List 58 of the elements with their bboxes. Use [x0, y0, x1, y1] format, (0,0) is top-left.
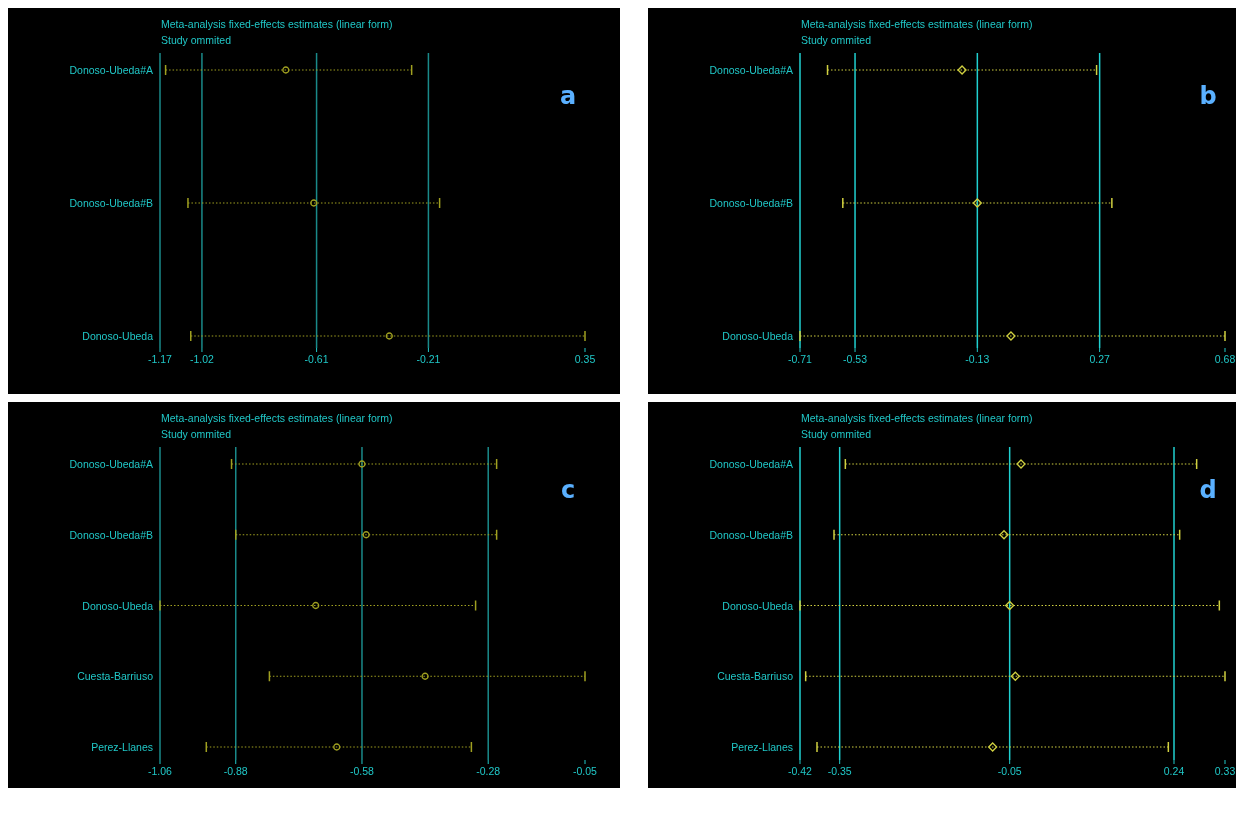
chart-subtitle: Study ommited — [161, 428, 232, 440]
annotation: b — [1199, 82, 1217, 110]
annotation: d — [1199, 476, 1217, 504]
x-tick-label: -0.05 — [573, 765, 598, 777]
point — [1005, 600, 1015, 611]
x-tick-label: 0.24 — [1163, 765, 1185, 777]
chart-title: Meta-analysis fixed-effects estimates (linear form) — [801, 412, 1033, 424]
point — [358, 460, 366, 468]
y-tick-label: Perez-Llanes — [731, 741, 793, 753]
point — [1016, 459, 1026, 469]
chart-title: Meta-analysis fixed-effects estimates (linear form) — [801, 18, 1033, 30]
chart-title: Meta-analysis fixed-effects estimates (linear form) — [161, 412, 393, 424]
x-tick-label: -0.21 — [416, 353, 441, 365]
y-tick-label: Cuesta-Barriuso — [717, 670, 794, 683]
point — [988, 742, 998, 752]
x-tick-label: -0.58 — [350, 765, 375, 777]
x-tick-label: -1.06 — [148, 765, 173, 777]
y-tick-label: Donoso-Ubeda#B — [69, 528, 153, 541]
x-tick-label: 0.35 — [574, 353, 596, 365]
point — [362, 531, 370, 539]
x-tick-label: -1.17 — [148, 353, 173, 365]
y-tick-label: Donoso-Ubeda#A — [69, 64, 153, 76]
chart-subtitle: Study ommited — [161, 34, 232, 46]
x-tick-label: -0.71 — [788, 353, 813, 365]
point — [312, 601, 320, 610]
x-tick-label: -0.13 — [965, 353, 990, 365]
point — [999, 530, 1009, 540]
y-tick-label: Donoso-Ubeda — [722, 599, 794, 612]
x-tick-label: -0.88 — [223, 765, 248, 777]
x-tick-label: -0.53 — [843, 353, 868, 365]
y-tick-label: Perez-Llanes — [91, 741, 153, 753]
y-tick-label: Donoso-Ubeda — [722, 330, 794, 342]
x-tick-label: -0.05 — [997, 765, 1022, 777]
x-tick-label: -0.35 — [827, 765, 852, 777]
y-tick-label: Donoso-Ubeda — [82, 599, 154, 612]
chart-subtitle: Study ommited — [801, 34, 872, 46]
y-tick-label: Donoso-Ubeda#A — [69, 458, 153, 470]
annotation: c — [560, 476, 576, 504]
y-tick-label: Donoso-Ubeda#A — [709, 64, 793, 76]
chart-title: Meta-analysis fixed-effects estimates (linear form) — [161, 18, 393, 30]
x-tick-label: -1.02 — [189, 353, 215, 365]
y-tick-label: Donoso-Ubeda#B — [709, 197, 793, 209]
y-tick-label: Donoso-Ubeda — [82, 330, 154, 342]
x-tick-label: -0.61 — [304, 353, 329, 365]
annotation: a — [559, 82, 577, 110]
point — [1010, 671, 1020, 681]
y-tick-label: Donoso-Ubeda#B — [709, 528, 793, 541]
x-tick-label: 0.33 — [1214, 765, 1236, 777]
y-tick-label: Donoso-Ubeda#B — [69, 197, 153, 209]
x-tick-label: -0.42 — [788, 765, 813, 777]
chart-subtitle: Study ommited — [801, 428, 872, 440]
y-tick-label: Cuesta-Barriuso — [77, 670, 154, 683]
x-tick-label: 0.27 — [1089, 353, 1111, 365]
y-tick-label: Donoso-Ubeda#A — [709, 458, 793, 470]
x-tick-label: -0.28 — [476, 765, 501, 777]
point — [333, 743, 341, 751]
point — [421, 672, 429, 680]
x-tick-label: 0.68 — [1214, 353, 1236, 365]
